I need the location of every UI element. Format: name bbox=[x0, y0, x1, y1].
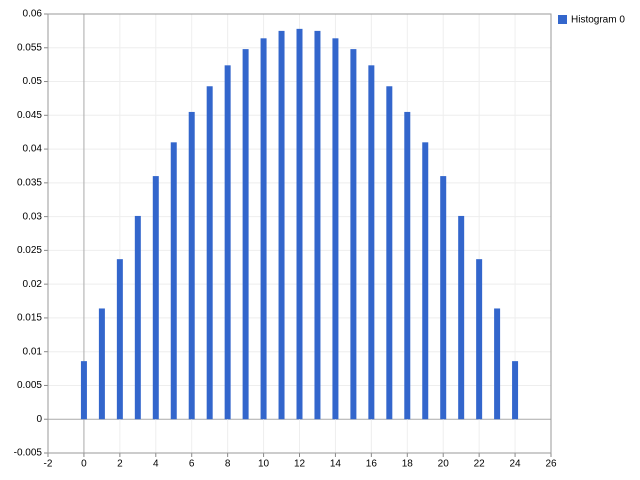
bar bbox=[458, 215, 465, 420]
y-tick-label: 0.025 bbox=[17, 245, 42, 256]
legend-label: Histogram 0 bbox=[571, 15, 625, 26]
y-tick-label: -0.005 bbox=[14, 448, 43, 459]
x-tick-label: 6 bbox=[189, 459, 195, 470]
bar bbox=[332, 38, 339, 420]
y-tick-label: 0.01 bbox=[23, 346, 43, 357]
x-tick-label: 24 bbox=[510, 459, 522, 470]
bar bbox=[440, 176, 447, 420]
y-tick-label: 0.005 bbox=[17, 380, 42, 391]
bar bbox=[188, 111, 195, 420]
y-tick-label: 0 bbox=[36, 414, 42, 425]
bar bbox=[260, 38, 267, 420]
bar bbox=[278, 30, 285, 420]
x-tick-label: 16 bbox=[366, 459, 378, 470]
y-tick-label: 0.015 bbox=[17, 313, 42, 324]
legend-swatch bbox=[558, 15, 567, 24]
bar bbox=[206, 86, 213, 420]
bar bbox=[404, 111, 411, 420]
x-tick-label: 12 bbox=[294, 459, 306, 470]
y-tick-label: 0.055 bbox=[17, 42, 42, 53]
y-tick-label: 0.02 bbox=[23, 279, 43, 290]
x-tick-label: -2 bbox=[44, 459, 53, 470]
bar bbox=[314, 30, 321, 420]
y-tick-label: 0.06 bbox=[23, 9, 43, 20]
bar bbox=[494, 308, 501, 420]
x-tick-label: 22 bbox=[474, 459, 486, 470]
x-tick-label: 4 bbox=[153, 459, 159, 470]
y-tick-label: 0.045 bbox=[17, 110, 42, 121]
x-tick-label: 14 bbox=[330, 459, 342, 470]
y-tick-label: 0.035 bbox=[17, 177, 42, 188]
bar bbox=[134, 215, 141, 420]
x-tick-label: 0 bbox=[81, 459, 87, 470]
x-tick-label: 10 bbox=[258, 459, 270, 470]
y-tick-label: 0.03 bbox=[23, 211, 43, 222]
bar bbox=[350, 49, 357, 420]
bar bbox=[116, 259, 123, 420]
x-tick-label: 2 bbox=[117, 459, 123, 470]
bar bbox=[242, 49, 249, 420]
y-tick-label: 0.05 bbox=[23, 76, 43, 87]
bar bbox=[296, 28, 303, 420]
x-tick-label: 20 bbox=[438, 459, 450, 470]
bar bbox=[476, 259, 483, 420]
bar bbox=[386, 86, 393, 420]
bar bbox=[224, 65, 231, 420]
bar bbox=[170, 142, 177, 420]
bar bbox=[422, 142, 429, 420]
bar bbox=[512, 361, 519, 420]
x-tick-label: 18 bbox=[402, 459, 414, 470]
bar bbox=[98, 308, 105, 420]
plot-frame bbox=[47, 13, 552, 454]
x-tick-label: 8 bbox=[225, 459, 231, 470]
y-tick-label: 0.04 bbox=[23, 144, 43, 155]
bar bbox=[152, 176, 159, 420]
bar bbox=[80, 361, 87, 420]
x-tick-label: 26 bbox=[545, 459, 557, 470]
bar bbox=[368, 65, 375, 420]
